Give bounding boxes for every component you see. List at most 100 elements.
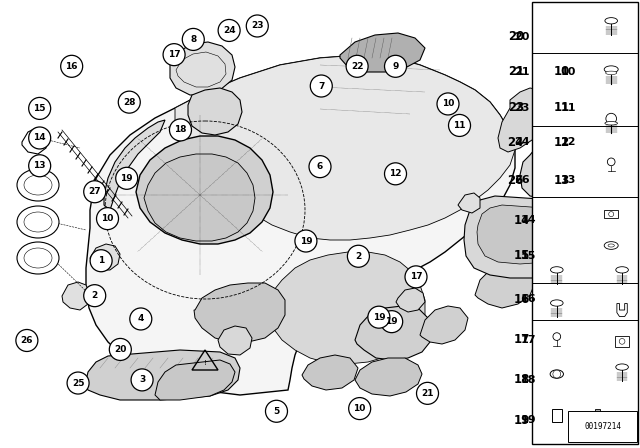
Text: 3: 3 — [139, 375, 145, 384]
Text: 11: 11 — [561, 103, 576, 112]
Text: 00197214: 00197214 — [584, 422, 621, 431]
Circle shape — [349, 397, 371, 420]
Circle shape — [61, 55, 83, 78]
Polygon shape — [144, 154, 255, 241]
Text: 20: 20 — [515, 32, 530, 42]
Polygon shape — [170, 42, 235, 95]
Circle shape — [553, 333, 561, 340]
Circle shape — [449, 114, 470, 137]
Circle shape — [309, 155, 331, 178]
Circle shape — [405, 266, 427, 288]
Text: 19: 19 — [300, 237, 312, 246]
Circle shape — [310, 75, 332, 97]
Polygon shape — [498, 88, 550, 152]
Text: 14: 14 — [33, 134, 46, 142]
Text: 10: 10 — [554, 65, 570, 78]
Text: 17: 17 — [521, 335, 536, 345]
Ellipse shape — [605, 121, 618, 125]
Circle shape — [84, 181, 106, 203]
Polygon shape — [396, 288, 425, 312]
Polygon shape — [268, 252, 425, 364]
Circle shape — [246, 15, 268, 37]
Polygon shape — [340, 33, 425, 72]
Ellipse shape — [17, 242, 59, 274]
Text: !: ! — [204, 360, 207, 366]
Circle shape — [182, 28, 204, 51]
Circle shape — [97, 207, 118, 230]
Circle shape — [109, 338, 131, 361]
Polygon shape — [477, 205, 565, 264]
Text: 11: 11 — [554, 101, 570, 114]
Text: 22: 22 — [351, 62, 364, 71]
Polygon shape — [604, 210, 618, 218]
Circle shape — [130, 308, 152, 330]
Text: 17: 17 — [168, 50, 180, 59]
Polygon shape — [104, 120, 165, 210]
Bar — [532, 2, 638, 444]
Text: 10: 10 — [101, 214, 114, 223]
Polygon shape — [355, 358, 422, 396]
Circle shape — [218, 19, 240, 42]
Polygon shape — [62, 282, 90, 310]
Polygon shape — [302, 355, 358, 390]
Polygon shape — [175, 55, 515, 240]
Text: 15: 15 — [514, 249, 531, 263]
Text: 20: 20 — [508, 30, 524, 43]
Polygon shape — [136, 136, 273, 244]
Ellipse shape — [17, 206, 59, 238]
Circle shape — [116, 167, 138, 190]
Circle shape — [163, 43, 185, 66]
Circle shape — [346, 55, 368, 78]
Circle shape — [385, 163, 406, 185]
Ellipse shape — [605, 71, 617, 75]
Polygon shape — [520, 142, 568, 198]
Text: 2: 2 — [92, 291, 98, 300]
Circle shape — [29, 97, 51, 120]
Polygon shape — [420, 306, 468, 344]
Text: 24: 24 — [508, 136, 524, 149]
Text: 9: 9 — [392, 62, 399, 71]
Text: 14: 14 — [514, 214, 531, 227]
Text: 19: 19 — [385, 317, 398, 326]
Text: 6: 6 — [317, 162, 323, 171]
Circle shape — [368, 306, 390, 328]
Circle shape — [437, 93, 459, 115]
Text: 28: 28 — [123, 98, 136, 107]
Text: 20: 20 — [114, 345, 127, 354]
Circle shape — [620, 339, 625, 344]
Text: 15: 15 — [33, 104, 46, 113]
Text: 10: 10 — [561, 67, 576, 77]
Text: 26: 26 — [20, 336, 33, 345]
Polygon shape — [552, 409, 562, 422]
Text: 19: 19 — [521, 415, 536, 425]
Circle shape — [381, 310, 403, 333]
Text: 2: 2 — [355, 252, 362, 261]
Polygon shape — [617, 303, 627, 317]
Text: 4: 4 — [138, 314, 144, 323]
Text: 7: 7 — [318, 82, 324, 90]
Circle shape — [417, 382, 438, 405]
Text: 19: 19 — [514, 414, 531, 427]
Text: 12: 12 — [561, 138, 576, 147]
Text: 21: 21 — [515, 67, 530, 77]
Circle shape — [67, 372, 89, 394]
Text: 21: 21 — [421, 389, 434, 398]
Polygon shape — [155, 360, 235, 400]
Text: 19: 19 — [120, 174, 133, 183]
Ellipse shape — [550, 267, 563, 273]
Text: 13: 13 — [33, 161, 46, 170]
Text: 19: 19 — [372, 313, 385, 322]
Circle shape — [295, 230, 317, 252]
Circle shape — [131, 369, 153, 391]
Text: 26: 26 — [508, 173, 524, 187]
Polygon shape — [595, 409, 608, 422]
Ellipse shape — [17, 169, 59, 201]
Polygon shape — [458, 193, 480, 213]
Text: 25: 25 — [72, 379, 84, 388]
Ellipse shape — [605, 17, 618, 24]
Ellipse shape — [616, 267, 628, 273]
Text: 18: 18 — [514, 373, 531, 387]
Circle shape — [266, 400, 287, 422]
Circle shape — [118, 91, 140, 113]
Text: 18: 18 — [174, 125, 187, 134]
